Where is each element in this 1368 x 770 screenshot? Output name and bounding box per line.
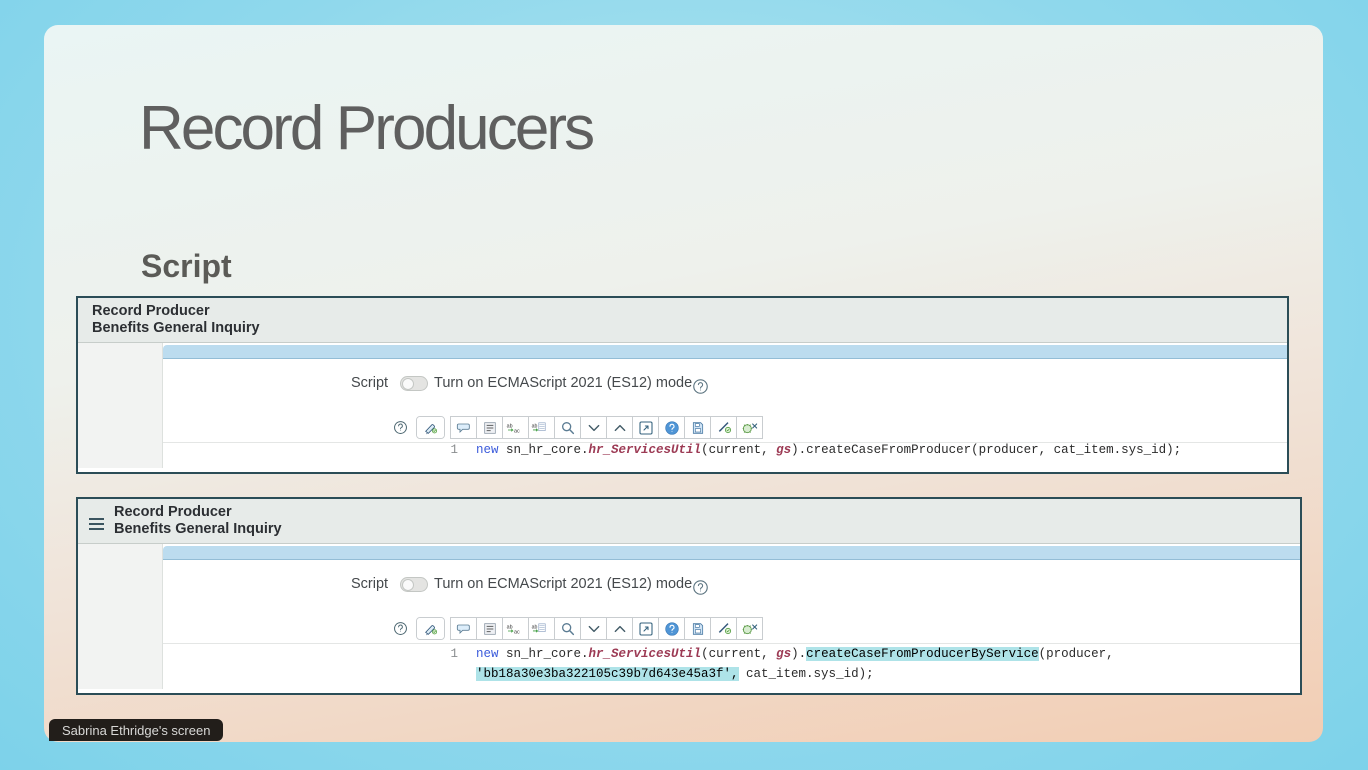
svg-text:ab: ab xyxy=(531,624,537,630)
svg-text:ab: ab xyxy=(531,423,537,429)
svg-text:ac: ac xyxy=(514,629,520,635)
svg-text:ab: ab xyxy=(506,624,512,630)
svg-text:ab: ab xyxy=(506,423,512,429)
svg-text:ac: ac xyxy=(514,428,520,434)
